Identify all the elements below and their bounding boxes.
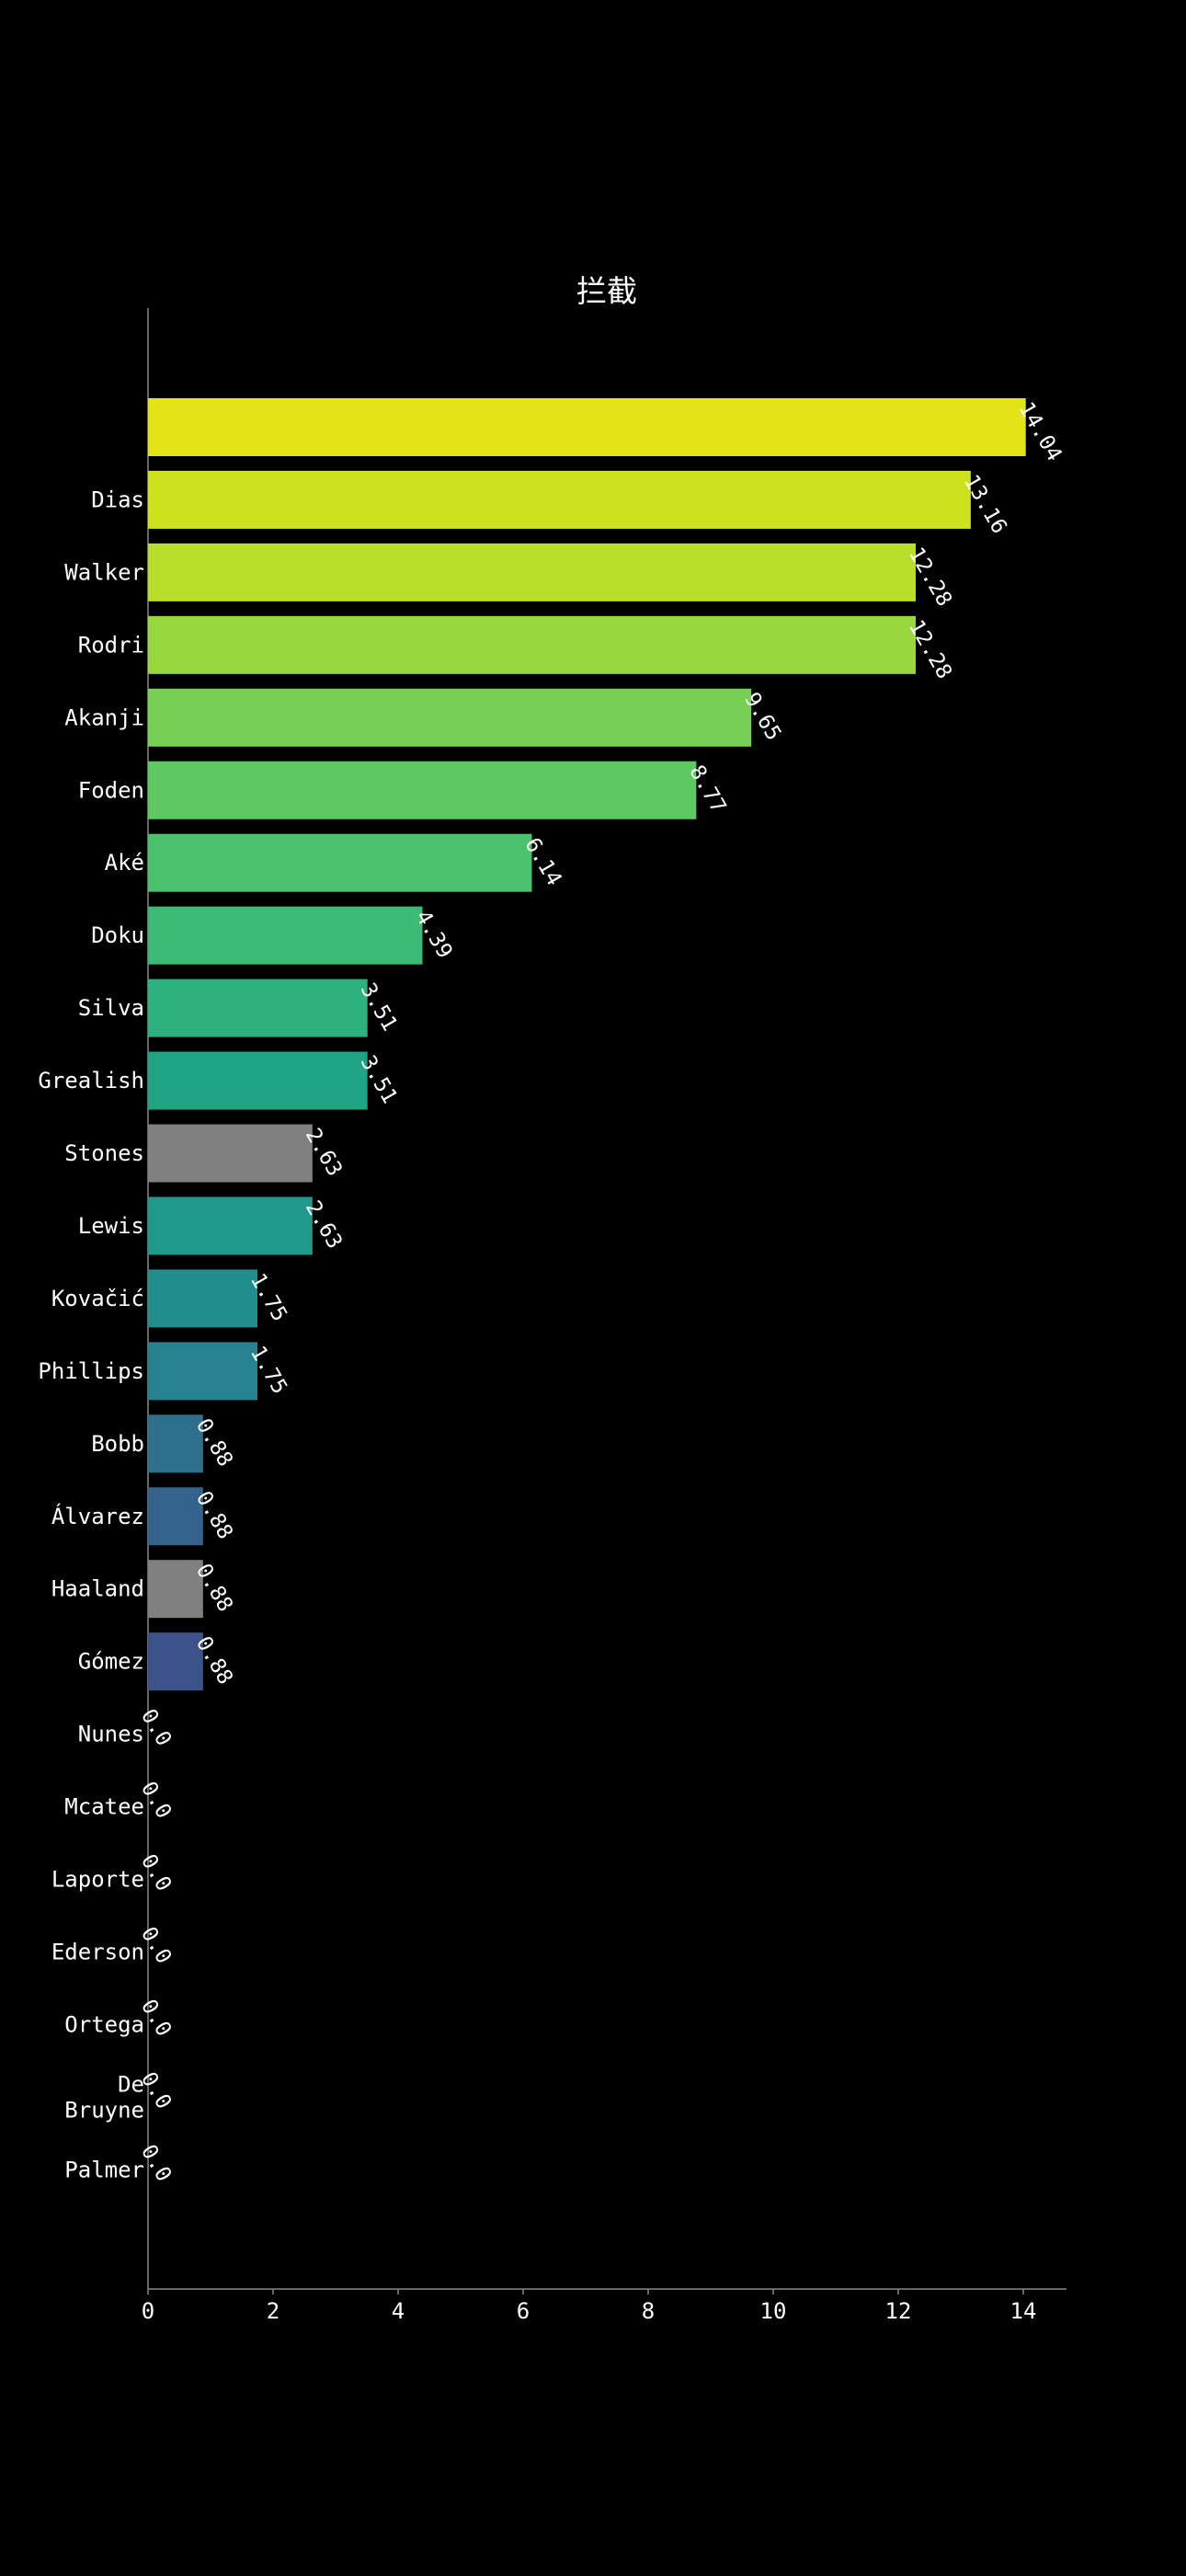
x-tick-label: 2 (267, 2298, 279, 2324)
bar (148, 906, 423, 965)
bar (148, 398, 1026, 456)
category-label: Aké (105, 850, 144, 876)
category-label: Ederson (51, 1939, 144, 1964)
bar (148, 761, 697, 819)
bar (148, 470, 971, 529)
bar (148, 1414, 203, 1473)
category-label: Grealish (38, 1068, 144, 1093)
category-label: Mcatee (64, 1794, 144, 1820)
bar (148, 1269, 257, 1328)
x-tick-label: 0 (142, 2298, 154, 2324)
bar (148, 688, 752, 747)
bar (148, 1560, 203, 1619)
bars-layer (148, 398, 1026, 1691)
category-label: Dias (91, 487, 144, 512)
x-axis-ticks: 0 2 4 6 8 10 12 14 (142, 2289, 1037, 2324)
x-tick-label: 8 (642, 2298, 655, 2324)
category-label: Haaland (51, 1576, 144, 1602)
bar (148, 833, 532, 892)
bar (148, 1051, 368, 1110)
x-tick-label: 10 (760, 2298, 787, 2324)
bar (148, 1124, 313, 1183)
x-tick-label: 4 (392, 2298, 405, 2324)
bar (148, 1196, 313, 1255)
category-label: Stones (64, 1140, 144, 1166)
category-label: Gómez (78, 1649, 144, 1675)
x-tick-label: 14 (1010, 2298, 1037, 2324)
category-label: Silva (78, 995, 144, 1021)
category-label: Foden (78, 777, 144, 803)
category-label: Ortega (64, 2011, 144, 2037)
category-label: Doku (91, 922, 144, 948)
category-label: Lewis (78, 1213, 144, 1239)
category-label: Laporte (51, 1867, 144, 1893)
chart-title: 拦截 (576, 273, 637, 309)
category-label: Akanji (64, 704, 144, 730)
bar (148, 615, 917, 674)
category-label: Rodri (78, 632, 144, 658)
category-label: De Bruyne (64, 2071, 144, 2123)
bar (148, 979, 368, 1037)
bar (148, 1632, 203, 1691)
category-label: Nunes (78, 1722, 144, 1747)
category-labels: Dias Walker Rodri Akanji Foden Aké Doku Silva Gr… (38, 487, 144, 2182)
x-tick-label: 6 (517, 2298, 530, 2324)
category-label: Kovačić (51, 1286, 144, 1311)
bar (148, 1342, 257, 1401)
category-label: Walker (64, 559, 144, 585)
category-label: Bobb (91, 1431, 144, 1457)
x-tick-label: 12 (885, 2298, 912, 2324)
bar (148, 1487, 203, 1546)
bar (148, 543, 917, 601)
category-label: Phillips (38, 1358, 144, 1384)
category-label: Palmer (64, 2157, 144, 2182)
category-label: Álvarez (51, 1503, 144, 1529)
